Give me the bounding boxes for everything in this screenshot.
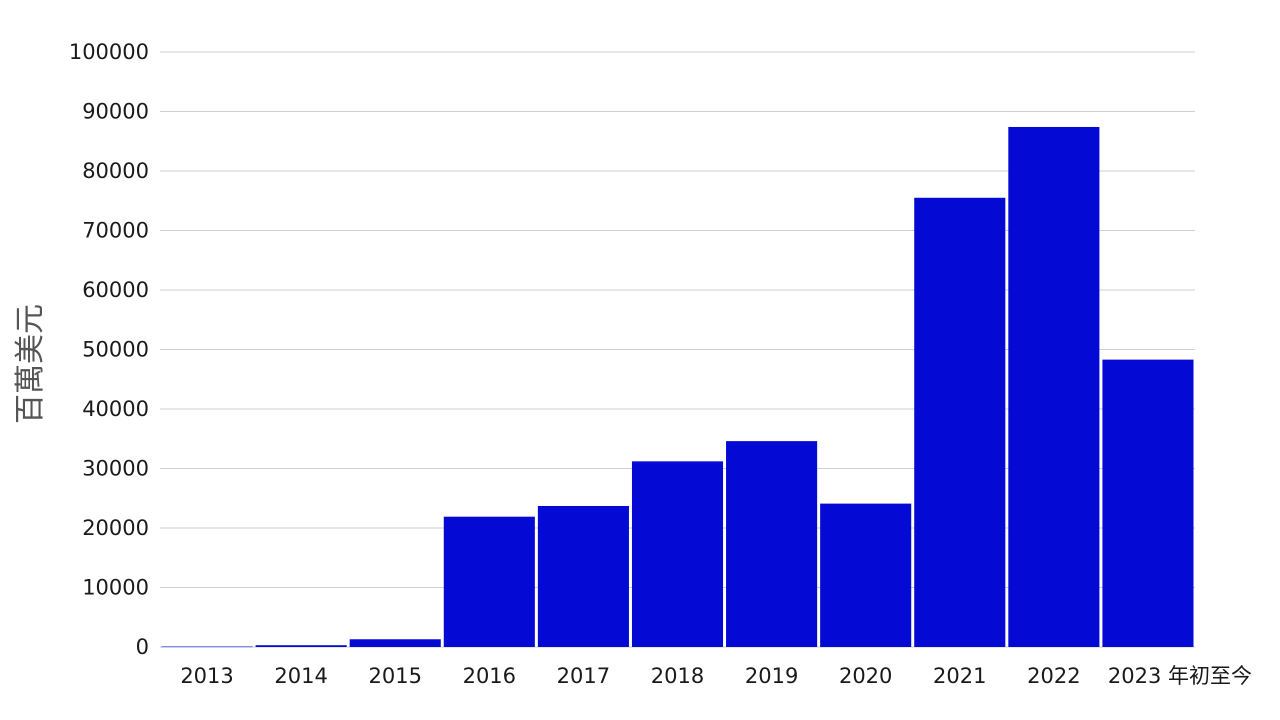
- x-axis-ticks: 2013 2014 2015 2016 2017 2018 2019 2020 2021 2022…: [180, 664, 1252, 688]
- x-tick-label: 2014: [274, 664, 327, 688]
- bar-2019: [726, 441, 818, 647]
- y-axis-label: 百萬美元: [13, 304, 48, 424]
- y-tick-label: 90000: [82, 100, 149, 124]
- x-tick-label: 2016: [463, 664, 516, 688]
- x-tick-label: 2017: [557, 664, 610, 688]
- x-tick-label: 2013: [180, 664, 233, 688]
- y-tick-label: 70000: [82, 219, 149, 243]
- x-tick-label: 2020: [839, 664, 892, 688]
- bar-2016: [443, 516, 535, 647]
- y-tick-label: 50000: [82, 338, 149, 362]
- y-tick-label: 80000: [82, 159, 149, 183]
- x-tick-label: 2023 年初至今: [1108, 664, 1252, 688]
- bar-2013: [161, 646, 253, 648]
- gridlines: [160, 51, 1195, 648]
- bars: [161, 126, 1194, 648]
- y-tick-label: 40000: [82, 397, 149, 421]
- bar-2022: [1008, 126, 1100, 648]
- x-tick-label: 2019: [745, 664, 798, 688]
- x-tick-label: 2021: [933, 664, 986, 688]
- y-tick-label: 0: [136, 635, 149, 659]
- y-tick-label: 20000: [82, 516, 149, 540]
- y-tick-label: 10000: [82, 576, 149, 600]
- x-tick-label: 2015: [369, 664, 422, 688]
- y-tick-label: 60000: [82, 278, 149, 302]
- y-axis-ticks: 0 10000 20000 30000 40000 50000 60000 70000 8000…: [69, 40, 149, 659]
- y-tick-label: 30000: [82, 457, 149, 481]
- bar-2014: [255, 645, 347, 647]
- x-tick-label: 2022: [1027, 664, 1080, 688]
- bar-2018: [631, 461, 724, 647]
- bar-2020: [820, 503, 912, 647]
- bar-2017: [537, 505, 629, 647]
- bar-2023 年初至今: [1102, 359, 1194, 647]
- x-tick-label: 2018: [651, 664, 704, 688]
- y-tick-label: 100000: [69, 40, 149, 64]
- bar-2015: [349, 639, 441, 647]
- bar-2021: [914, 197, 1006, 647]
